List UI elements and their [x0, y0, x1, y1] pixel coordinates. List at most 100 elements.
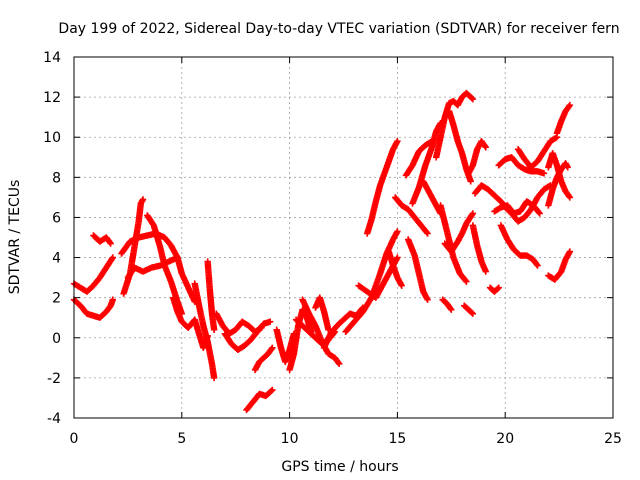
data-point-marker	[468, 309, 475, 316]
y-tick-label: 14	[43, 50, 61, 66]
data-series	[70, 296, 117, 321]
x-tick-label: 15	[388, 431, 406, 447]
data-point-marker	[139, 196, 147, 203]
data-point-marker	[565, 192, 573, 200]
data-point-marker	[540, 170, 548, 177]
data-point-marker	[335, 359, 342, 366]
data-point-marker	[469, 210, 477, 217]
data-point-marker	[469, 95, 477, 103]
data-series	[469, 222, 489, 275]
data-point-marker	[108, 255, 116, 263]
data-point-marker	[566, 194, 574, 201]
x-tick-label: 10	[281, 431, 299, 447]
data-series	[445, 107, 474, 185]
x-tick-label: 5	[177, 431, 186, 447]
data-point-marker	[533, 261, 540, 268]
data-point-marker	[269, 344, 276, 352]
plot-frame	[73, 56, 614, 419]
y-tick-label: 6	[52, 210, 61, 226]
data-series	[273, 326, 298, 366]
data-point-marker	[481, 142, 489, 150]
data-series	[486, 284, 502, 295]
data-series	[471, 182, 518, 219]
y-tick-label: -2	[47, 371, 61, 387]
data-point-marker	[552, 134, 559, 142]
data-series	[545, 160, 571, 209]
data-series	[437, 202, 470, 285]
data-series	[392, 194, 431, 237]
data-point-marker	[482, 268, 489, 275]
data-point-marker	[266, 318, 274, 325]
data-series	[461, 302, 477, 317]
y-tick-label: 12	[43, 90, 61, 106]
data-series	[118, 230, 198, 305]
data-point-marker	[423, 229, 430, 236]
x-tick-label: 0	[70, 431, 79, 447]
data-point-marker	[566, 248, 574, 255]
data-series	[342, 228, 401, 335]
x-tick-label: 25	[604, 431, 622, 447]
data-series	[243, 386, 276, 414]
data-series	[204, 258, 218, 333]
data-series	[144, 212, 185, 317]
data-point-marker	[109, 296, 117, 303]
data-series	[495, 154, 548, 177]
data-point-marker	[107, 240, 114, 247]
data-series	[364, 138, 401, 237]
data-point-marker	[268, 387, 275, 395]
data-series	[545, 248, 574, 283]
data-point-marker	[210, 374, 218, 382]
data-series	[385, 248, 405, 289]
data-point-marker	[462, 277, 469, 284]
data-series	[191, 280, 218, 382]
data-point-marker	[463, 278, 470, 285]
data-series	[251, 344, 276, 374]
data-point-marker	[495, 284, 502, 291]
data-series	[497, 222, 541, 269]
data-series	[514, 134, 561, 171]
data-point-marker	[447, 305, 454, 312]
axis-ticks: 0 5 10 15 20 25 -4 -2 0 2 4 6 8 10 12 14	[43, 50, 622, 447]
y-tick-label: 2	[52, 291, 61, 307]
data-point-marker	[109, 254, 117, 261]
data-series	[439, 296, 455, 313]
data-point-marker	[565, 103, 573, 110]
data-point-marker	[467, 178, 474, 185]
data-series	[409, 119, 444, 207]
data-point-marker	[269, 386, 276, 394]
data-point-marker	[534, 262, 541, 269]
data-series	[90, 232, 114, 247]
x-axis-label: GPS time / hours	[281, 459, 398, 475]
data-point-marker	[268, 345, 275, 353]
data-series	[70, 254, 117, 295]
x-tick-label: 20	[496, 431, 514, 447]
data-point-marker	[398, 282, 405, 289]
data-point-marker	[394, 254, 401, 261]
y-tick-label: -4	[47, 411, 61, 427]
data-point-marker	[468, 211, 476, 218]
y-tick-label: 10	[43, 130, 61, 146]
data-point-marker	[424, 230, 431, 237]
y-tick-label: 4	[52, 251, 61, 267]
data-series	[221, 318, 274, 354]
data-series	[404, 236, 431, 303]
data-point-marker	[394, 228, 401, 235]
data-point-marker	[335, 360, 343, 368]
data-series	[402, 138, 436, 179]
data-series	[465, 138, 489, 177]
data-point-marker	[468, 94, 475, 102]
data-point-marker	[210, 326, 218, 333]
data-point-marker	[448, 306, 455, 313]
data-point-marker	[536, 210, 543, 217]
data-point-marker	[535, 209, 542, 216]
data-point-marker	[106, 239, 113, 246]
data-point-marker	[394, 138, 401, 145]
data-series	[312, 294, 332, 333]
data-points	[70, 89, 574, 414]
chart-title: Day 199 of 2022, Sidereal Day-to-day VTE…	[58, 21, 619, 37]
data-point-marker	[566, 101, 574, 109]
data-series	[441, 210, 477, 255]
data-point-marker	[469, 310, 477, 317]
data-point-marker	[564, 164, 571, 171]
